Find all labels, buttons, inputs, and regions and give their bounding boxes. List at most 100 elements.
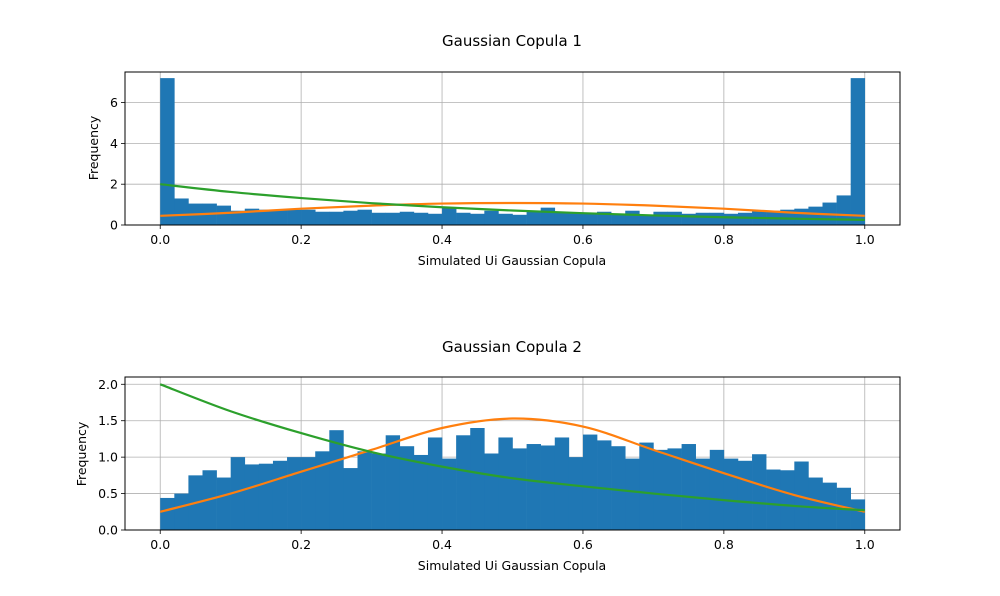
histogram-bar bbox=[498, 213, 513, 225]
histogram-bar bbox=[850, 78, 866, 226]
histogram-bar bbox=[639, 442, 654, 530]
histogram-bar bbox=[272, 209, 288, 225]
histogram-bar bbox=[625, 458, 640, 530]
y-tick-label: 0.5 bbox=[98, 486, 118, 501]
histogram-bar bbox=[850, 499, 866, 530]
histogram-bar bbox=[216, 205, 231, 225]
histogram-bar bbox=[512, 214, 527, 225]
series-line bbox=[159, 383, 865, 512]
y-ticks: 0 2 4 6 bbox=[110, 95, 125, 233]
histogram-bar bbox=[427, 213, 443, 225]
histogram-bar bbox=[301, 209, 316, 225]
x-tick-label: 0.8 bbox=[714, 537, 734, 552]
histogram-bar bbox=[597, 440, 612, 530]
histogram-bar bbox=[709, 212, 725, 225]
histogram-bar bbox=[287, 209, 302, 225]
histogram-bar bbox=[357, 451, 372, 530]
histogram-bar bbox=[667, 211, 682, 225]
axes-frame bbox=[124, 376, 901, 531]
x-tick-label: 0.4 bbox=[432, 537, 452, 552]
histogram-bar bbox=[836, 195, 851, 225]
histogram-bar bbox=[794, 461, 809, 530]
histogram-bar bbox=[413, 454, 429, 530]
histogram-bar bbox=[413, 212, 429, 225]
histogram-bar bbox=[723, 213, 739, 225]
x-ticks: 0.0 0.2 0.4 0.6 0.8 1.0 bbox=[150, 225, 875, 247]
histogram-bar bbox=[568, 212, 584, 225]
x-tick-label: 0.6 bbox=[573, 537, 593, 552]
histogram-bar bbox=[526, 444, 541, 530]
histogram-bar bbox=[357, 209, 372, 225]
chart-title: Gaussian Copula 2 bbox=[442, 338, 582, 356]
x-tick-label: 1.0 bbox=[855, 537, 875, 552]
histogram-bar bbox=[442, 207, 457, 225]
histogram-bar bbox=[737, 460, 753, 530]
histogram-bar bbox=[160, 497, 175, 530]
x-tick-label: 0.6 bbox=[573, 232, 593, 247]
histogram-bar bbox=[272, 460, 288, 530]
histogram-bar bbox=[470, 428, 485, 530]
histogram-bar bbox=[822, 482, 837, 530]
histogram-bar bbox=[723, 458, 739, 530]
histogram-bar bbox=[653, 211, 668, 225]
histogram-bar bbox=[737, 212, 753, 225]
histogram-bar bbox=[385, 212, 401, 225]
histogram-bar bbox=[329, 430, 344, 530]
histogram-bar bbox=[456, 435, 471, 530]
histogram-bar bbox=[301, 457, 316, 530]
histogram-bar bbox=[695, 458, 711, 530]
series-line bbox=[160, 183, 865, 221]
histogram-bar bbox=[540, 445, 556, 530]
histogram-bar bbox=[695, 212, 711, 225]
histogram-bar bbox=[442, 458, 457, 530]
histogram-bar bbox=[174, 493, 189, 530]
x-tick-label: 0.2 bbox=[291, 232, 311, 247]
y-tick-label: 2 bbox=[110, 177, 118, 192]
histogram-bar bbox=[780, 470, 795, 530]
histogram-bar bbox=[512, 448, 527, 530]
histogram-bar bbox=[315, 451, 330, 530]
histogram-bar bbox=[653, 449, 668, 530]
histogram-bar bbox=[625, 210, 640, 225]
histogram-bar bbox=[258, 209, 274, 225]
y-tick-label: 1.5 bbox=[98, 413, 118, 428]
histogram-bar bbox=[385, 435, 401, 530]
histogram-bar bbox=[230, 457, 246, 530]
chart-title: Gaussian Copula 1 bbox=[442, 32, 582, 50]
histogram-bar bbox=[808, 477, 823, 530]
x-ticks: 0.0 0.2 0.4 0.6 0.8 1.0 bbox=[150, 530, 875, 552]
y-tick-label: 2.0 bbox=[98, 377, 118, 392]
x-tick-label: 0.0 bbox=[150, 537, 170, 552]
histogram-bar bbox=[315, 211, 330, 225]
histogram-bar bbox=[808, 206, 823, 225]
histogram-bar bbox=[371, 453, 386, 530]
y-tick-label: 0.0 bbox=[98, 523, 118, 538]
histogram-bar bbox=[639, 214, 654, 225]
histogram-bar bbox=[554, 212, 570, 225]
y-axis-label: Frequency bbox=[86, 115, 101, 180]
histogram-bar bbox=[258, 463, 274, 530]
chart-panel-1: Gaussian Copula 1 0.0 0.2 0.4 0.6 0.8 1.0 0 2 4… bbox=[86, 32, 901, 268]
histogram-bar bbox=[540, 207, 556, 225]
y-tick-label: 4 bbox=[110, 136, 118, 151]
histogram-bar bbox=[427, 437, 443, 530]
y-tick-label: 1.0 bbox=[98, 450, 118, 465]
fit-lines bbox=[160, 183, 865, 221]
histogram-bar bbox=[230, 210, 246, 225]
histogram-bar bbox=[611, 446, 626, 530]
histogram-bar bbox=[681, 444, 696, 530]
histogram-bar bbox=[470, 213, 485, 225]
histogram-bar bbox=[456, 212, 471, 225]
histogram-bar bbox=[174, 198, 189, 225]
histogram-bar bbox=[216, 477, 231, 530]
fit-lines bbox=[159, 383, 866, 513]
histogram-bar bbox=[244, 464, 260, 530]
x-tick-label: 1.0 bbox=[855, 232, 875, 247]
histogram-bar bbox=[667, 448, 682, 530]
x-axis-label: Simulated Ui Gaussian Copula bbox=[418, 253, 606, 268]
histogram-bar bbox=[399, 211, 415, 225]
y-tick-label: 0 bbox=[110, 218, 118, 233]
histogram-bar bbox=[766, 469, 781, 530]
x-tick-label: 0.2 bbox=[291, 537, 311, 552]
histogram-bar bbox=[329, 211, 344, 225]
